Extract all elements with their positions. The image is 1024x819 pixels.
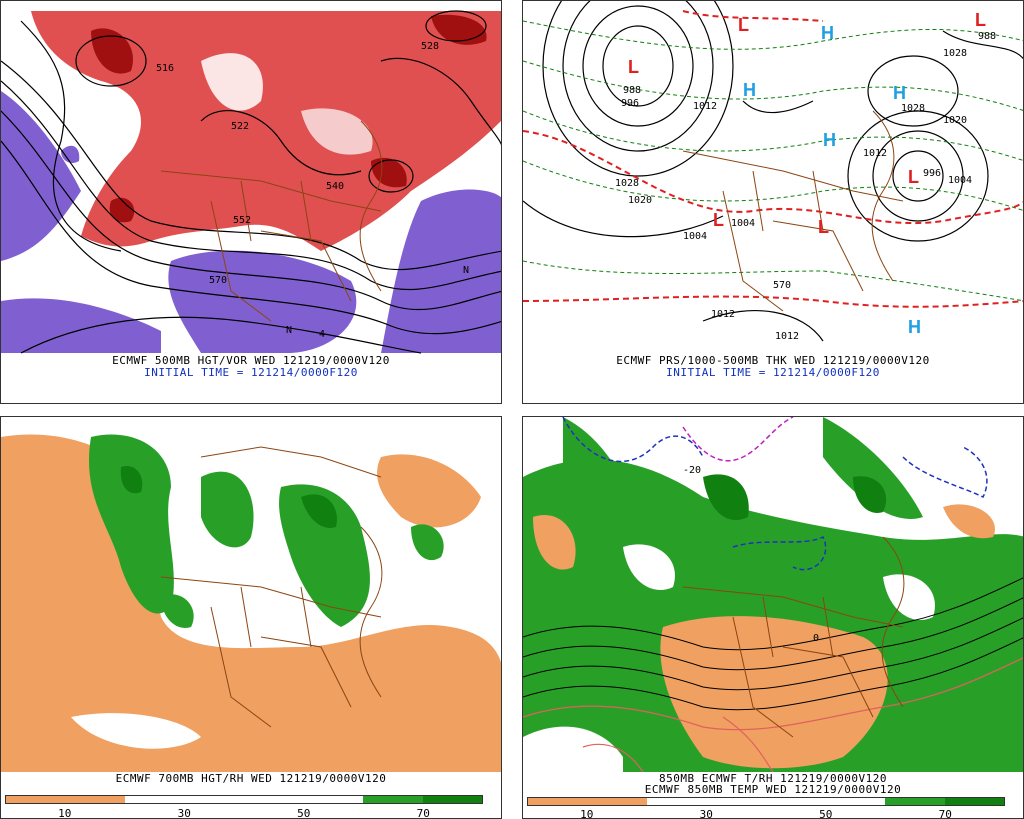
rh-colorbar-ticks: 1030507090 (527, 808, 1005, 819)
colorbar-segment (184, 796, 244, 803)
panel-title: 850MB ECMWF T/RH 121219/0000V120 (659, 772, 887, 785)
colorbar-segment (647, 798, 707, 805)
isobar-label: 1004 (683, 231, 707, 242)
panel-title: ECMWF 500MB HGT/VOR WED 121219/0000V120 (112, 354, 390, 367)
colorbar-segment (587, 798, 647, 805)
colorbar-segment (528, 798, 588, 805)
low-pressure-center: L (975, 10, 986, 30)
colorbar-segment (422, 796, 482, 803)
colorbar-tick-label: 30 (699, 808, 713, 819)
colorbar-tick-label: 30 (177, 807, 191, 819)
colorbar-segment (363, 796, 423, 803)
colorbar-tick-label: 10 (580, 808, 594, 819)
contour-label: N (286, 325, 292, 336)
isobar-label: 1028 (615, 178, 639, 189)
colorbar-tick-label: 70 (416, 807, 430, 819)
high-pressure-center: H (823, 130, 836, 150)
colorbar-tick-label: 10 (58, 807, 72, 819)
panel-title: ECMWF 700MB HGT/RH WED 121219/0000V120 (115, 772, 387, 785)
isobar-label: 996 (621, 98, 639, 109)
high-pressure-center: H (908, 317, 921, 337)
rh-700-map (1, 417, 501, 772)
low-pressure-center: L (908, 167, 919, 187)
colorbar-segment (303, 796, 363, 803)
colorbar-segment (65, 796, 125, 803)
high-pressure-center: H (893, 83, 906, 103)
isobar-label: 1012 (863, 148, 887, 159)
isobar-label: 1012 (693, 101, 717, 112)
colorbar-tick-label: 70 (938, 808, 952, 819)
panel-700mb-rh: ECMWF 700MB HGT/RH WED 121219/0000V120 1… (0, 416, 502, 819)
colorbar-segment (885, 798, 945, 805)
low-pressure-value: 1004 (731, 218, 755, 229)
isobar-label: 1004 (948, 175, 972, 186)
contour-label: 516 (156, 63, 174, 74)
pressure-map: L 988 L L 988 L 996 L 1004 L H H 1028 H … (523, 1, 1023, 353)
contour-label: 4 (319, 329, 325, 340)
colorbar-segment (6, 796, 66, 803)
rh-colorbar-ticks: 1030507090 (5, 807, 483, 819)
temp-contour-label: 0 (813, 633, 819, 644)
panel-850mb-temp-rh: 0 -20 850MB ECMWF T/RH 121219/0000V120 E… (522, 416, 1024, 819)
colorbar-segment (244, 796, 304, 803)
panel-500mb-vorticity: 516 528 522 540 552 570 N N 4 ECMWF 500M… (0, 0, 502, 404)
colorbar-segment (944, 798, 1004, 805)
colorbar-segment (706, 798, 766, 805)
low-pressure-center: L (713, 210, 724, 230)
panel-title: ECMWF PRS/1000-500MB THK WED 121219/0000… (616, 354, 930, 367)
isobar-label: 1012 (775, 331, 799, 342)
temp-rh-850-map: 0 -20 (523, 417, 1023, 773)
high-pressure-center: H (821, 23, 834, 43)
colorbar-tick-label: 50 (297, 807, 311, 819)
panel-subtitle: ECMWF 850MB TEMP WED 121219/0000V120 (644, 783, 902, 796)
contour-label: 540 (326, 181, 344, 192)
isobar-label: 1012 (711, 309, 735, 320)
high-pressure-value: 1028 (901, 103, 925, 114)
isobar-label: 1020 (943, 115, 967, 126)
colorbar-tick-label: 50 (819, 808, 833, 819)
high-pressure-center: H (743, 80, 756, 100)
vorticity-map: 516 528 522 540 552 570 N N 4 (1, 1, 501, 354)
contour-label: N (463, 265, 469, 276)
colorbar-segment (766, 798, 826, 805)
panel-subtitle: INITIAL TIME = 121214/0000F120 (144, 366, 358, 379)
low-pressure-center: L (738, 15, 749, 35)
rh-colorbar (527, 797, 1005, 806)
panel-subtitle: INITIAL TIME = 121214/0000F120 (666, 366, 880, 379)
low-pressure-value: 988 (978, 31, 996, 42)
isobar-label: 1020 (628, 195, 652, 206)
isobar-label: 570 (773, 280, 791, 291)
contour-label: 522 (231, 121, 249, 132)
low-pressure-center: L (818, 217, 829, 237)
low-pressure-center: L (628, 57, 639, 77)
contour-label: 552 (233, 215, 251, 226)
colorbar-segment (825, 798, 885, 805)
contour-label: 570 (209, 275, 227, 286)
temp-contour-label: -20 (683, 465, 701, 476)
panel-pressure-thickness: L 988 L L 988 L 996 L 1004 L H H 1028 H … (522, 0, 1024, 404)
low-pressure-value: 988 (623, 85, 641, 96)
rh-colorbar (5, 795, 483, 804)
colorbar-segment (125, 796, 185, 803)
isobar-label: 1028 (943, 48, 967, 59)
low-pressure-value: 996 (923, 168, 941, 179)
contour-label: 528 (421, 41, 439, 52)
